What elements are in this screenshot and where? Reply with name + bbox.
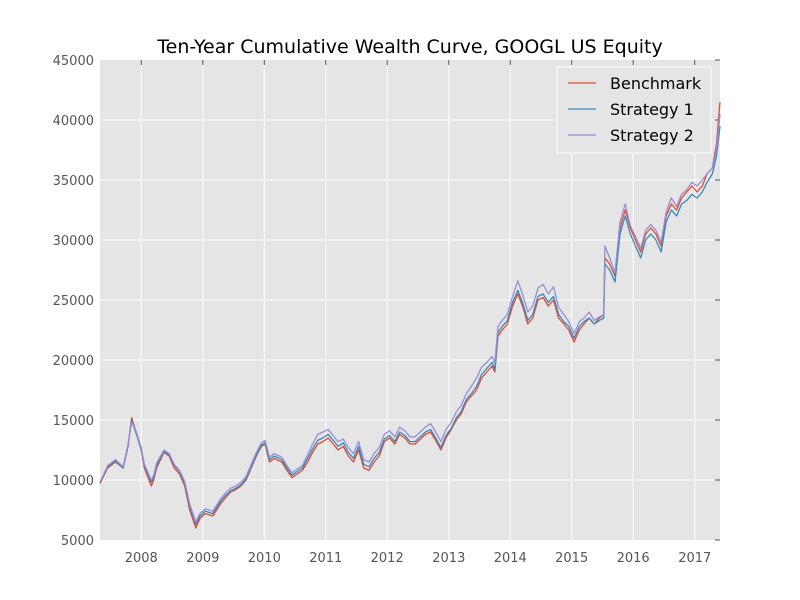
x-tick-label: 2009 bbox=[186, 551, 219, 566]
y-tick-label: 35000 bbox=[53, 174, 94, 189]
series-line-strategy-2 bbox=[99, 113, 721, 523]
grid-layer bbox=[100, 60, 720, 540]
legend: Benchmark Strategy 1 Strategy 2 bbox=[556, 66, 712, 154]
x-tick-label: 2008 bbox=[125, 551, 158, 566]
x-tick-label: 2015 bbox=[555, 551, 588, 566]
y-tick-label: 40000 bbox=[53, 114, 94, 129]
legend-label: Strategy 2 bbox=[610, 126, 694, 145]
y-tick-label: 20000 bbox=[53, 354, 94, 369]
series-layer bbox=[99, 101, 721, 529]
x-tick-label: 2017 bbox=[678, 551, 711, 566]
chart-title: Ten-Year Cumulative Wealth Curve, GOOGL … bbox=[156, 36, 662, 58]
y-tick-label: 25000 bbox=[53, 294, 94, 309]
series-line-strategy-1 bbox=[99, 125, 721, 526]
legend-box bbox=[556, 66, 712, 154]
x-tick-label: 2011 bbox=[309, 551, 342, 566]
legend-label: Strategy 1 bbox=[610, 100, 694, 119]
y-tick-label: 30000 bbox=[53, 234, 94, 249]
legend-label: Benchmark bbox=[610, 74, 702, 93]
y-tick-label: 45000 bbox=[53, 54, 94, 69]
y-tick-label: 5000 bbox=[61, 534, 94, 549]
y-tick-label: 10000 bbox=[53, 474, 94, 489]
x-tick-label: 2016 bbox=[617, 551, 650, 566]
x-tick-label: 2012 bbox=[371, 551, 404, 566]
tick-layer: 5000 10000 15000 20000 25000 30000 35000 40000 4… bbox=[53, 54, 720, 566]
x-tick-label: 2010 bbox=[248, 551, 281, 566]
y-tick-label: 15000 bbox=[53, 414, 94, 429]
x-tick-label: 2014 bbox=[494, 551, 527, 566]
x-tick-label: 2013 bbox=[432, 551, 465, 566]
